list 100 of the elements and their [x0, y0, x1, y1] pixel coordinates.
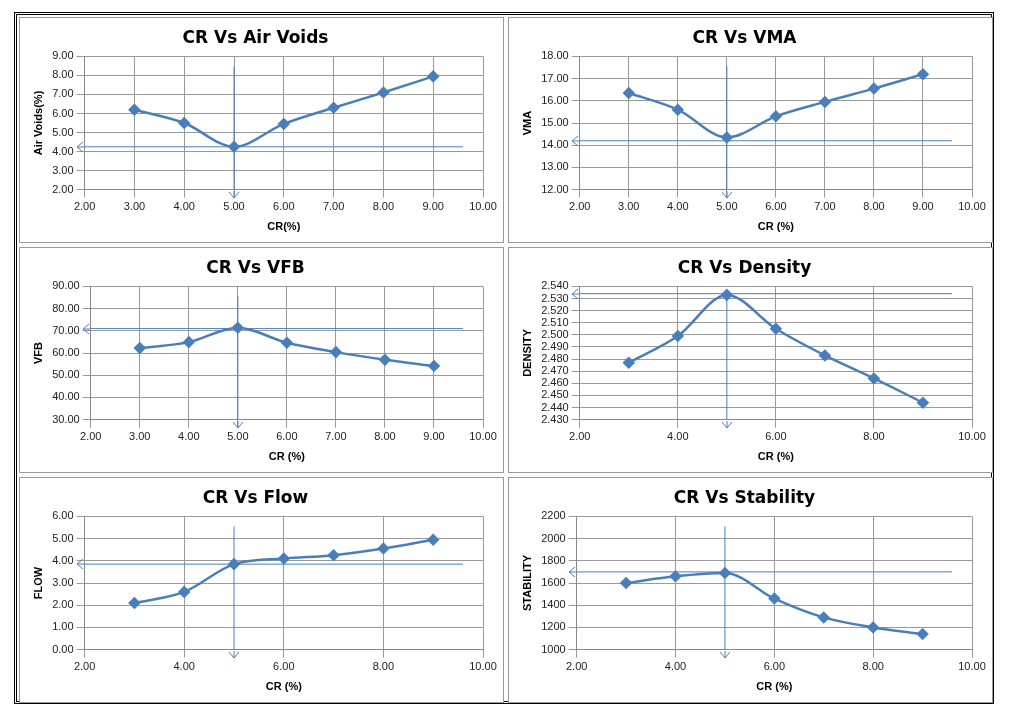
y-tick-label: 40.00	[52, 390, 80, 403]
y-tick-label: 1400	[541, 598, 566, 611]
x-tick-label: 10.00	[958, 200, 986, 213]
x-tick-label: 2.00	[73, 660, 96, 673]
x-tick-label: 3.00	[123, 200, 146, 213]
chart-title: CR Vs Density	[677, 256, 812, 277]
x-tick-label: 6.00	[273, 200, 295, 213]
y-tick-label: 4.00	[52, 144, 74, 157]
y-axis-title: DENSITY	[520, 328, 533, 377]
y-tick-label: 2.490	[541, 339, 569, 352]
y-tick-label: 2.470	[541, 364, 569, 377]
x-axis-title: CR (%)	[757, 450, 795, 463]
y-tick-label: 1800	[541, 553, 566, 566]
y-tick-label: 8.00	[52, 68, 74, 81]
x-tick-label: 10.00	[958, 660, 986, 673]
x-tick-label: 4.00	[178, 430, 200, 443]
y-axis-title: VFB	[31, 341, 44, 364]
y-tick-label: 2000	[541, 531, 566, 544]
y-tick-label: 0.00	[52, 642, 74, 655]
y-tick-label: 2.500	[541, 327, 569, 340]
y-tick-label: 1.00	[52, 620, 74, 633]
x-tick-label: 6.00	[273, 660, 295, 673]
x-tick-label: 6.00	[765, 200, 787, 213]
y-tick-label: 6.00	[52, 509, 74, 522]
y-tick-label: 30.00	[52, 412, 80, 425]
x-tick-label: 8.00	[863, 200, 885, 213]
x-tick-label: 9.00	[912, 200, 934, 213]
y-tick-label: 50.00	[52, 368, 80, 381]
y-axis-title: STABILITY	[520, 554, 533, 612]
y-tick-label: 2.480	[541, 352, 569, 365]
x-tick-label: 4.00	[667, 200, 689, 213]
y-tick-label: 2.450	[541, 388, 569, 401]
x-tick-label: 8.00	[863, 430, 885, 443]
x-tick-label: 2.00	[73, 200, 96, 213]
y-tick-label: 2.540	[541, 279, 569, 292]
y-tick-label: 13.00	[541, 160, 569, 173]
x-tick-label: 4.00	[664, 660, 687, 673]
y-axis-title: FLOW	[31, 566, 44, 600]
y-tick-label: 2200	[541, 509, 566, 522]
y-tick-label: 2.520	[541, 303, 569, 316]
y-axis-title: VMA	[520, 110, 533, 136]
y-tick-label: 17.00	[541, 71, 569, 84]
y-tick-label: 3.00	[52, 576, 74, 589]
x-tick-label: 4.00	[173, 660, 195, 673]
x-tick-label: 9.00	[423, 430, 445, 443]
x-tick-label: 6.00	[763, 660, 786, 673]
x-tick-label: 10.00	[469, 200, 497, 213]
x-tick-label: 3.00	[129, 430, 151, 443]
y-tick-label: 2.00	[52, 182, 74, 195]
y-tick-label: 12.00	[541, 182, 569, 195]
x-tick-label: 8.00	[372, 660, 395, 673]
chart-title: CR Vs Flow	[202, 486, 309, 507]
y-tick-label: 2.430	[541, 412, 569, 425]
y-tick-label: 90.00	[52, 279, 80, 292]
x-tick-label: 8.00	[372, 200, 395, 213]
y-tick-label: 2.440	[541, 400, 569, 413]
x-tick-label: 6.00	[765, 430, 787, 443]
y-tick-label: 14.00	[541, 138, 569, 151]
y-tick-label: 80.00	[52, 301, 80, 314]
x-axis-title: CR(%)	[267, 220, 301, 233]
y-tick-label: 6.00	[52, 106, 74, 119]
x-tick-label: 10.00	[469, 430, 497, 443]
x-tick-label: 10.00	[958, 430, 986, 443]
y-tick-label: 18.00	[541, 49, 569, 62]
y-tick-label: 1000	[541, 642, 566, 655]
x-tick-label: 4.00	[173, 200, 195, 213]
y-tick-label: 5.00	[52, 125, 74, 138]
y-tick-label: 2.460	[541, 376, 569, 389]
x-tick-label: 2.00	[565, 660, 588, 673]
chart-title: CR Vs Stability	[673, 486, 816, 507]
x-tick-label: 6.00	[276, 430, 298, 443]
x-tick-label: 5.00	[716, 200, 738, 213]
y-tick-label: 1600	[541, 576, 566, 589]
x-axis-title: CR (%)	[265, 680, 303, 693]
x-tick-label: 2.00	[80, 430, 102, 443]
y-tick-label: 7.00	[52, 87, 74, 100]
x-axis-title: CR (%)	[757, 220, 795, 233]
y-tick-label: 3.00	[52, 163, 74, 176]
x-tick-label: 7.00	[814, 200, 836, 213]
chart-title: CR Vs Air Voids	[182, 26, 329, 47]
y-axis-title: Air Voids(%)	[31, 90, 44, 156]
y-tick-label: 15.00	[541, 116, 569, 129]
y-tick-label: 2.530	[541, 291, 569, 304]
y-tick-label: 2.510	[541, 315, 569, 328]
x-tick-label: 9.00	[422, 200, 444, 213]
x-tick-label: 7.00	[322, 200, 345, 213]
chart-title: CR Vs VFB	[206, 256, 305, 277]
y-tick-label: 70.00	[52, 323, 80, 336]
y-tick-label: 9.00	[52, 49, 74, 62]
x-tick-label: 4.00	[667, 430, 689, 443]
y-tick-label: 60.00	[52, 346, 80, 359]
x-tick-label: 5.00	[227, 430, 249, 443]
x-tick-label: 10.00	[469, 660, 497, 673]
x-tick-label: 8.00	[862, 660, 884, 673]
x-axis-title: CR (%)	[268, 450, 306, 463]
y-tick-label: 5.00	[52, 531, 74, 544]
y-tick-label: 16.00	[541, 93, 569, 106]
y-tick-label: 2.00	[52, 598, 74, 611]
y-tick-label: 1200	[541, 620, 566, 633]
x-tick-label: 5.00	[223, 200, 245, 213]
